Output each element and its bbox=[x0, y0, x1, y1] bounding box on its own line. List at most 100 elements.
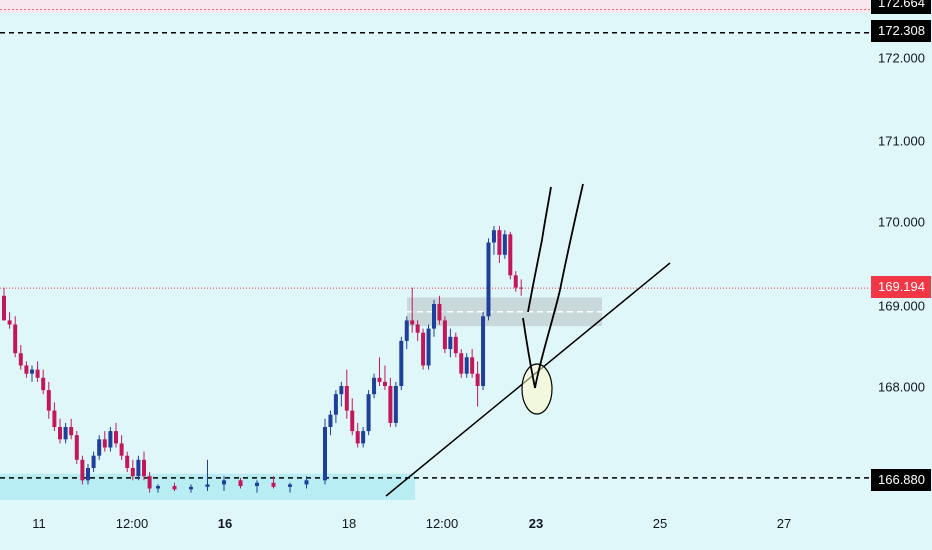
candle-body bbox=[18, 353, 23, 366]
candle bbox=[421, 328, 426, 370]
candle-body bbox=[189, 486, 193, 490]
candle-body bbox=[421, 332, 426, 366]
candle bbox=[399, 336, 404, 391]
time-tick-label: 25 bbox=[652, 516, 668, 531]
candle-body bbox=[35, 369, 40, 378]
candle bbox=[114, 422, 118, 448]
candle bbox=[255, 480, 259, 493]
projection-path-outer bbox=[522, 183, 584, 389]
candle-body bbox=[114, 431, 118, 444]
candle-body bbox=[142, 459, 146, 477]
candle-body bbox=[74, 435, 79, 460]
candle-body bbox=[125, 455, 130, 468]
candle bbox=[432, 299, 436, 337]
candle-body bbox=[432, 304, 436, 329]
time-tick-label: 23 bbox=[528, 516, 544, 531]
candle bbox=[508, 231, 513, 280]
candle bbox=[136, 455, 141, 481]
candle-body bbox=[464, 357, 469, 374]
candle-body bbox=[502, 234, 507, 255]
candle-body bbox=[350, 410, 355, 432]
target-circle bbox=[521, 363, 553, 415]
candle-body bbox=[497, 230, 502, 255]
candle-body bbox=[366, 394, 371, 432]
candle-body bbox=[97, 439, 102, 456]
candle-body bbox=[119, 443, 124, 456]
candle bbox=[46, 381, 51, 419]
candle-body bbox=[13, 324, 18, 354]
candle-body bbox=[382, 381, 387, 386]
projection-path-inner bbox=[527, 186, 552, 313]
candle bbox=[304, 476, 309, 489]
candle bbox=[271, 476, 276, 489]
candle bbox=[7, 312, 12, 329]
candle bbox=[470, 349, 475, 378]
candle-body bbox=[63, 427, 68, 440]
time-tick-label: 11 bbox=[32, 516, 46, 531]
candle bbox=[108, 427, 113, 452]
candle-body bbox=[410, 320, 415, 325]
candle-body bbox=[41, 377, 46, 391]
candle-body bbox=[91, 455, 96, 468]
candle-body bbox=[508, 234, 513, 276]
candle bbox=[13, 316, 18, 358]
candle-body bbox=[377, 377, 382, 382]
candle-body bbox=[102, 439, 107, 448]
zones-layer bbox=[0, 0, 870, 500]
candle bbox=[52, 402, 57, 432]
candle-body bbox=[328, 414, 333, 427]
candle-body bbox=[147, 476, 152, 489]
time-tick-label: 27 bbox=[776, 516, 792, 531]
candle-body bbox=[86, 468, 90, 481]
candle bbox=[382, 365, 387, 391]
candle-body bbox=[304, 480, 309, 485]
candle-body bbox=[399, 340, 404, 386]
candle-body bbox=[24, 365, 29, 374]
candle bbox=[437, 295, 442, 325]
time-tick-label: 18 bbox=[341, 516, 357, 531]
candle-body bbox=[339, 386, 344, 395]
candle-body bbox=[437, 304, 442, 321]
candle-body bbox=[222, 480, 226, 485]
candle-body bbox=[404, 320, 409, 341]
candle-body bbox=[7, 320, 12, 325]
candle bbox=[80, 455, 85, 485]
candle bbox=[41, 369, 46, 395]
time-axis[interactable]: 11 12:00 16 18 12:00 23 25 27 bbox=[0, 500, 932, 550]
candle-body bbox=[491, 230, 496, 243]
candle-body bbox=[361, 431, 366, 444]
candle bbox=[404, 316, 409, 350]
candle bbox=[238, 477, 243, 489]
candle-body bbox=[372, 377, 377, 395]
candle-body bbox=[486, 242, 491, 317]
candle-body bbox=[255, 482, 259, 487]
candle bbox=[415, 320, 420, 341]
levels-layer bbox=[0, 9, 870, 479]
candle-body bbox=[426, 328, 431, 366]
candle bbox=[339, 381, 344, 407]
candle bbox=[30, 365, 34, 382]
candle bbox=[355, 422, 360, 448]
candle bbox=[350, 398, 355, 436]
candle bbox=[63, 422, 68, 444]
candle bbox=[119, 435, 124, 460]
candle-body bbox=[52, 410, 57, 427]
price-label-support: 166.880 bbox=[871, 469, 931, 491]
candle bbox=[2, 287, 6, 321]
candle-body bbox=[271, 482, 276, 487]
candle bbox=[377, 357, 382, 386]
candle bbox=[486, 238, 491, 321]
candle-body bbox=[453, 336, 458, 354]
candle-body bbox=[459, 353, 464, 374]
candle bbox=[410, 287, 415, 333]
candle bbox=[388, 377, 393, 427]
candle-body bbox=[393, 386, 398, 423]
candle-body bbox=[69, 427, 74, 436]
candle bbox=[519, 279, 524, 296]
candle-body bbox=[355, 431, 360, 444]
price-axis[interactable]: 172.000 171.000 170.000 169.000 168.000 bbox=[870, 0, 932, 500]
candles-layer bbox=[2, 226, 524, 493]
candle bbox=[328, 410, 333, 436]
